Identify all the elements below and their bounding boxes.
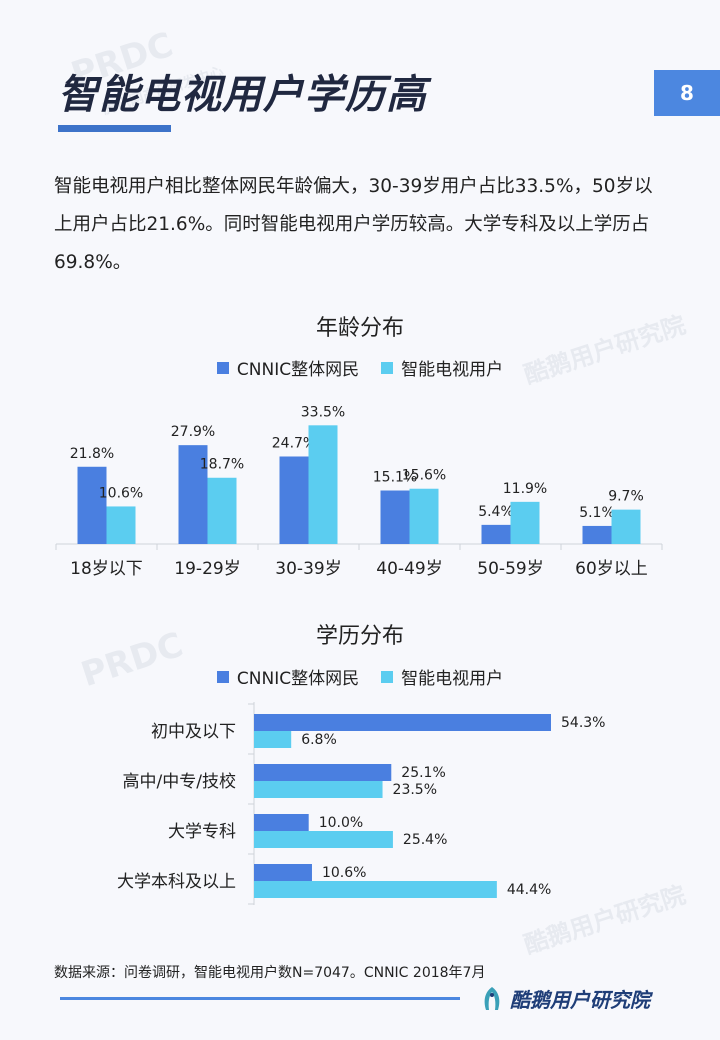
bar-cnnic [279, 456, 309, 544]
data-source-note: 数据来源：问卷调研，智能电视用户数N=7047。CNNIC 2018年7月 [54, 965, 486, 981]
legend-swatch-tv [381, 361, 394, 374]
age-chart-legend: CNNIC整体网民 智能电视用户 [0, 355, 720, 380]
bar-tv [106, 506, 136, 544]
data-label: 27.9% [171, 424, 215, 440]
bar-cnnic [254, 764, 392, 781]
legend-item-cnnic: CNNIC整体网民 [216, 664, 360, 689]
data-label: 9.7% [608, 489, 644, 505]
x-tick-label: 60岁以上 [575, 559, 648, 579]
intro-paragraph: 智能电视用户相比整体网民年龄偏大，30-39岁用户占比33.5%，50岁以上用户… [54, 176, 653, 273]
edu-chart-legend: CNNIC整体网民 智能电视用户 [0, 664, 720, 689]
data-label: 18.7% [200, 457, 244, 473]
edu-chart-title: 学历分布 [315, 624, 404, 649]
data-label: 10.6% [99, 485, 143, 501]
x-tick-label: 30-39岁 [275, 559, 341, 579]
bar-tv [308, 425, 338, 544]
bar-cnnic [254, 814, 309, 831]
bar-cnnic [77, 466, 107, 544]
x-tick-label: 19-29岁 [174, 559, 240, 579]
data-label: 6.8% [301, 732, 337, 748]
bar-tv [611, 509, 641, 544]
y-tick-label: 高中/中专/技校 [123, 772, 236, 792]
bar-tv [254, 881, 497, 898]
y-tick-label: 大学专科 [168, 822, 236, 842]
age-chart: 21.8% 10.6% 18岁以下 27.9% 18.7% 19-29岁 24.7% 33.5… [55, 404, 663, 579]
legend-label-cnnic: CNNIC整体网民 [236, 360, 360, 380]
bar-tv [409, 488, 439, 544]
legend-swatch-cnnic [216, 361, 229, 374]
bar-cnnic [582, 525, 612, 544]
x-tick-label: 18岁以下 [70, 559, 143, 579]
page-number-badge: 8 [654, 70, 720, 116]
legend-item-cnnic: CNNIC整体网民 [216, 355, 360, 380]
bar-tv [254, 831, 393, 848]
bar-cnnic [254, 864, 312, 881]
legend-label-tv: 智能电视用户 [401, 360, 504, 380]
x-tick-label: 50-59岁 [477, 559, 543, 579]
data-label: 11.9% [503, 481, 547, 497]
page-title: 智能电视用户学历高 [58, 72, 427, 118]
data-label: 24.7% [272, 435, 316, 451]
y-tick-label: 初中及以下 [151, 722, 236, 742]
education-chart: 54.3% 6.8% 初中及以下 25.1%23.5% 高中/中专/技校 10.0% 25.… [117, 702, 605, 905]
legend-swatch-tv [381, 670, 394, 683]
legend-swatch-cnnic [216, 670, 229, 683]
title-underline [58, 125, 171, 132]
data-label: 25.1% [401, 765, 445, 781]
data-label: 23.5% [393, 782, 437, 798]
brand-name: 酷鹅用户研究院 [510, 988, 650, 1012]
data-label: 25.4% [403, 832, 447, 848]
bar-cnnic [481, 524, 511, 544]
bar-cnnic [380, 490, 410, 544]
data-label: 15.1% [373, 470, 417, 486]
data-label: 44.4% [507, 882, 551, 898]
bar-cnnic [178, 445, 208, 544]
data-label: 15.6% [402, 468, 446, 484]
legend-label-cnnic: CNNIC整体网民 [236, 669, 360, 689]
bar-tv [510, 501, 540, 544]
bar-cnnic [254, 714, 551, 731]
penguin-logo-icon [484, 986, 500, 1010]
data-label: 33.5% [301, 404, 345, 420]
data-label: 10.6% [322, 865, 366, 881]
data-label: 5.4% [478, 504, 514, 520]
data-label: 10.0% [319, 815, 363, 831]
data-label: 21.8% [70, 446, 114, 462]
legend-label-tv: 智能电视用户 [401, 669, 504, 689]
bar-tv [254, 781, 383, 798]
bar-tv [254, 731, 292, 748]
bar-tv [207, 477, 237, 544]
legend-item-tv: 智能电视用户 [381, 664, 503, 689]
data-label: 54.3% [561, 715, 605, 731]
legend-item-tv: 智能电视用户 [381, 355, 503, 380]
footer-rule [60, 997, 460, 1000]
y-tick-label: 大学本科及以上 [117, 872, 236, 892]
brand-logo: 酷鹅用户研究院 [480, 984, 650, 1013]
x-tick-label: 40-49岁 [376, 559, 442, 579]
data-label: 5.1% [579, 505, 615, 521]
age-chart-title: 年龄分布 [315, 316, 404, 341]
